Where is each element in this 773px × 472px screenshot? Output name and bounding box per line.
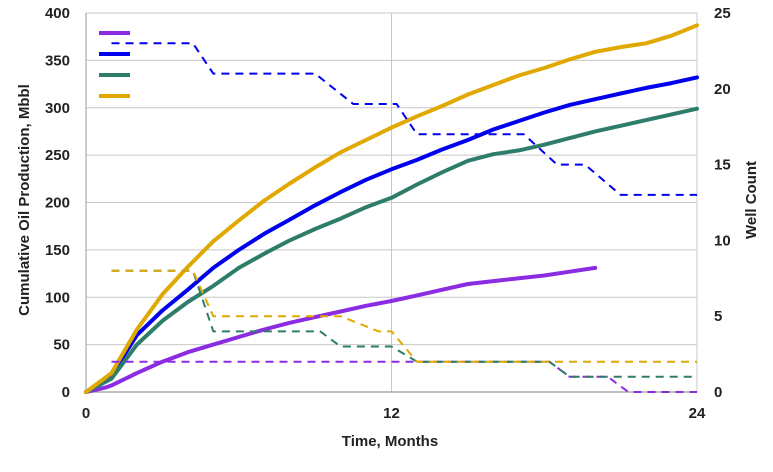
y-tick-label: 350 xyxy=(45,52,70,69)
y2-tick-label: 10 xyxy=(714,232,731,249)
y-tick-label: 100 xyxy=(45,289,70,306)
production-line-3 xyxy=(84,106,699,394)
y-tick-label: 150 xyxy=(45,242,70,259)
y2-axis-label: Well Count xyxy=(743,161,760,239)
production-line-4 xyxy=(84,23,699,394)
y-tick-label: 200 xyxy=(45,195,70,212)
well-count-line-4 xyxy=(111,269,697,363)
y2-tick-label: 20 xyxy=(714,81,731,98)
x-axis-label: Time, Months xyxy=(342,433,438,450)
well-count-line-3 xyxy=(111,269,697,378)
legend xyxy=(99,31,130,98)
production-line-1 xyxy=(84,265,598,394)
y2-tick-label: 25 xyxy=(714,5,731,22)
series-solid-group xyxy=(84,23,699,394)
y-tick-label: 250 xyxy=(45,147,70,164)
y-tick-label: 50 xyxy=(53,337,70,354)
series-dashed-group xyxy=(111,42,697,393)
well-count-line-2 xyxy=(111,42,697,196)
y2-tick-label: 0 xyxy=(714,384,722,401)
y-tick-label: 300 xyxy=(45,100,70,117)
grid xyxy=(86,12,698,392)
y2-tick-label: 5 xyxy=(714,308,722,325)
y-tick-label: 400 xyxy=(45,5,70,22)
x-tick-label: 24 xyxy=(689,405,706,422)
well-count-line-1 xyxy=(111,360,697,393)
x-tick-label: 0 xyxy=(82,405,90,422)
y-axis-label: Cumulative Oil Production, Mbbl xyxy=(16,84,33,316)
production-line-2 xyxy=(84,75,699,394)
y2-tick-label: 15 xyxy=(714,157,731,174)
y-tick-label: 0 xyxy=(62,384,70,401)
x-tick-label: 12 xyxy=(383,405,400,422)
